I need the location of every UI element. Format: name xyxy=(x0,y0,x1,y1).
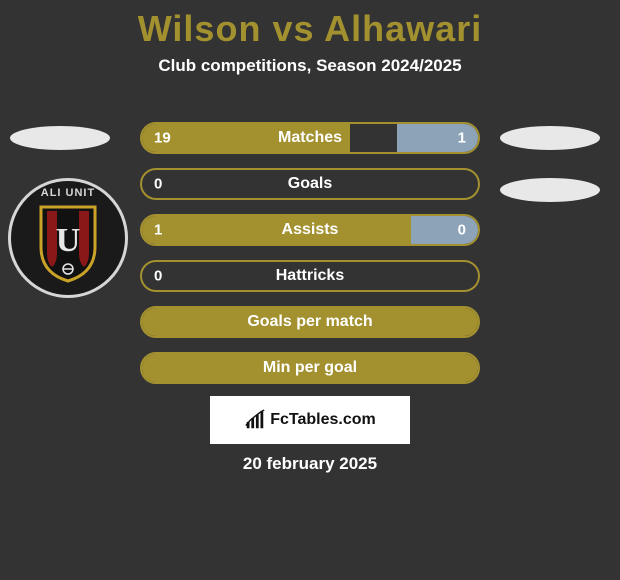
bar-label: Goals xyxy=(142,175,478,193)
player2-placeholder-ellipse-bottom xyxy=(500,178,600,202)
stats-bars: 191Matches 0Goals 10Assists 0Hattricks Goals… xyxy=(140,122,480,398)
stat-bar-row: 10Assists xyxy=(140,214,480,246)
player1-placeholder-ellipse xyxy=(10,126,110,150)
crest-arc-text: ALI UNIT xyxy=(11,187,125,199)
bar-label: Min per goal xyxy=(142,359,478,377)
footer-date: 20 february 2025 xyxy=(0,454,620,474)
brand-box: FcTables.com xyxy=(210,396,410,444)
page-title: Wilson vs Alhawari xyxy=(0,0,620,50)
bar-label: Matches xyxy=(142,129,478,147)
player2-name: Alhawari xyxy=(324,8,482,49)
bar-label: Assists xyxy=(142,221,478,239)
player2-placeholder-ellipse-top xyxy=(500,126,600,150)
crest-circle: ALI UNIT U xyxy=(8,178,128,298)
crest-letter: U xyxy=(56,222,81,259)
brand-text: FcTables.com xyxy=(270,411,376,429)
crest-shield: U xyxy=(37,203,99,283)
vs-text: vs xyxy=(272,8,314,49)
stat-bar-row: 191Matches xyxy=(140,122,480,154)
player1-name: Wilson xyxy=(138,8,262,49)
club-crest: ALI UNIT U xyxy=(8,178,128,298)
stat-bar-row: Min per goal xyxy=(140,352,480,384)
shield-icon: U xyxy=(37,203,99,283)
subtitle: Club competitions, Season 2024/2025 xyxy=(0,56,620,76)
stat-bar-row: Goals per match xyxy=(140,306,480,338)
bar-label: Hattricks xyxy=(142,267,478,285)
bar-label: Goals per match xyxy=(142,313,478,331)
stat-bar-row: 0Hattricks xyxy=(140,260,480,292)
bar-chart-icon xyxy=(244,409,266,431)
stat-bar-row: 0Goals xyxy=(140,168,480,200)
